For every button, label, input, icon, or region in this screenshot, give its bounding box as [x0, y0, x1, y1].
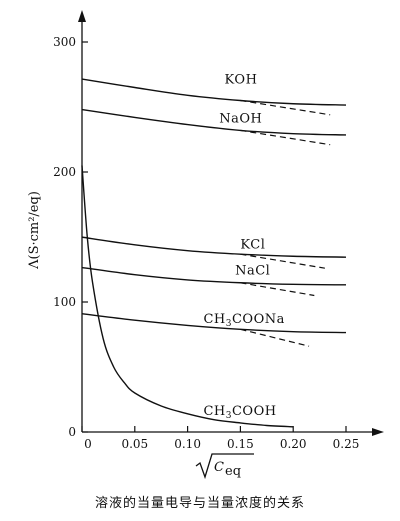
x-axis-label-main: C [214, 460, 224, 475]
curves [81, 78, 347, 428]
x-axis-label: C eq [195, 453, 254, 480]
y-tick-label: 200 [53, 165, 76, 179]
series-line-ch3cooh [81, 165, 294, 428]
ticks: 0 100 200 300 0 0.05 0.10 0.15 0.20 0.25 [53, 35, 359, 451]
axes [78, 10, 384, 436]
y-axis-label: Λ(S·cm²/eq) [27, 191, 42, 270]
series-labels: KOH NaOH KCl NaCl CH3COONa CH3COOH [203, 73, 284, 422]
series-line-ch3coona [81, 313, 347, 334]
series-line-nacl [81, 266, 347, 286]
series-label-kcl: KCl [240, 238, 265, 253]
x-tick-label: 0 [84, 437, 92, 451]
x-axis-arrow-icon [372, 428, 384, 436]
y-tick-label: 300 [53, 35, 76, 49]
series-label-naoh: NaOH [219, 112, 262, 127]
limiting-line-naoh [240, 129, 331, 146]
x-axis-label-sub: eq [225, 464, 241, 479]
series-line-kcl [81, 236, 347, 258]
x-tick-label: 0.25 [333, 437, 360, 451]
y-axis-arrow-icon [78, 10, 86, 22]
series-label-ch3coona: CH3COONa [203, 312, 284, 329]
series-label-nacl: NaCl [235, 264, 270, 279]
figure-caption: 溶液的当量电导与当量浓度的关系 [95, 495, 305, 511]
series-line-naoh [81, 108, 347, 136]
y-tick-label: 100 [53, 295, 76, 309]
radical-sign-icon [195, 453, 254, 480]
series-label-ch3cooh: CH3COOH [203, 404, 276, 421]
series-label-koh: KOH [225, 73, 258, 88]
limiting-line-nacl [240, 282, 315, 297]
x-tick-label: 0.15 [227, 437, 254, 451]
y-tick-label: 0 [68, 425, 76, 439]
limiting-line-kcl [240, 253, 325, 269]
limiting-line-ch3coona [240, 328, 310, 347]
x-tick-label: 0.10 [174, 437, 201, 451]
series-line-koh [81, 78, 347, 106]
x-tick-label: 0.20 [280, 437, 307, 451]
x-tick-label: 0.05 [121, 437, 148, 451]
limiting-line-koh [240, 99, 331, 116]
